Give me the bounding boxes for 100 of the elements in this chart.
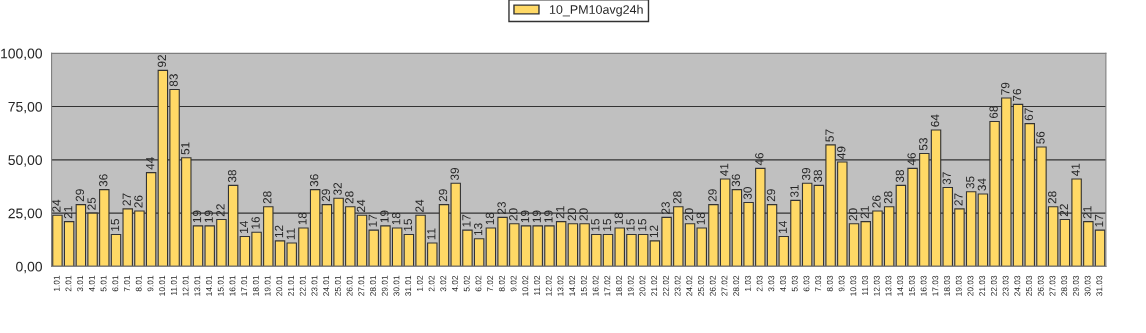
y-tick-label: 100,00 [1,48,42,61]
data-label: 21 [860,206,869,219]
data-label: 41 [1071,163,1080,176]
data-label: 23 [661,201,670,215]
x-tick-label: 30.03 [1084,275,1091,296]
x-tick-label: 11.02 [534,275,540,296]
data-label: 46 [907,152,916,166]
x-tick-label: 10.03 [850,275,857,296]
x-tick-label: 17.02 [604,275,611,296]
data-label: 20 [579,208,588,221]
x-tick-label: 12.01 [182,275,189,296]
data-label: 68 [989,106,998,119]
data-label: 20 [848,208,858,221]
y-tick-label: 25,00 [8,208,42,220]
x-tick-label: 17.01 [241,275,248,296]
y-tick-label: 0,00 [16,261,42,274]
x-tick-label: 13.03 [885,275,892,296]
x-tick-label: 20.01 [276,275,283,296]
x-tick-label: 24.02 [686,275,693,296]
data-label: 21 [555,206,565,219]
x-tick-label: 3.01 [77,275,84,292]
data-label: 41 [720,163,729,176]
x-tick-label: 16.03 [920,275,927,296]
legend-label: 10_PM10avg24h [549,4,643,17]
x-tick-label: 26.03 [1037,275,1044,296]
data-label: 79 [1001,82,1010,95]
data-label: 36 [309,174,319,187]
x-tick-label: 24.03 [1014,275,1021,296]
data-label: 28 [263,191,272,204]
x-tick-label: 12.03 [873,275,880,296]
data-label: 56 [1036,131,1045,144]
x-tick-label: 8.02 [498,275,505,292]
data-label: 20 [684,208,694,221]
data-label: 12 [649,225,658,238]
x-tick-label: 8.01 [135,275,142,292]
data-label: 20 [567,208,577,221]
data-label: 36 [731,174,741,187]
data-label: 25 [87,197,96,210]
data-label: 13 [473,223,483,236]
data-label: 34 [977,178,987,191]
x-tick-label: 2.03 [756,275,763,292]
data-label: 29 [438,189,448,202]
data-label: 11 [286,228,295,240]
data-label: 67 [1024,108,1033,121]
x-tick-label: 18.02 [616,275,622,296]
x-tick-label: 27.03 [1049,275,1056,296]
x-tick-label: 6.01 [112,275,119,292]
x-tick-label: 17.03 [932,275,939,296]
data-label: 24 [356,199,366,212]
data-label: 19 [380,210,389,223]
data-label: 19 [532,210,541,223]
x-tick-label: 31.01 [405,275,412,296]
x-tick-label: 3.02 [440,275,447,292]
data-label: 28 [673,191,682,204]
x-tick-label: 7.02 [487,275,494,292]
x-tick-label: 7.01 [124,275,130,292]
x-tick-label: 18.03 [944,275,950,296]
x-tick-label: 25.02 [698,275,704,296]
data-label: 22 [1059,204,1068,217]
data-label: 15 [602,219,612,231]
data-label: 92 [157,55,167,67]
x-tick-label: 6.03 [803,275,810,292]
data-label: 28 [345,191,354,204]
data-label: 51 [181,142,190,155]
x-tick-label: 2.01 [65,275,72,292]
data-label: 14 [239,221,248,233]
data-label: 64 [930,114,940,127]
data-label: 35 [965,176,975,189]
x-tick-label: 10.01 [159,275,166,296]
data-label: 32 [333,182,342,195]
data-label: 39 [450,167,459,181]
x-tick-label: 1.03 [744,275,751,292]
data-label: 53 [919,138,928,151]
data-label: 15 [638,219,647,231]
x-tick-label: 5.01 [100,275,107,292]
data-label: 22 [216,204,225,217]
data-label: 11 [427,228,436,240]
data-label: 17 [462,214,471,227]
data-label: 17 [1094,214,1104,227]
x-tick-label: 6.02 [475,275,482,292]
data-label: 39 [801,167,811,181]
x-tick-label: 11.03 [862,275,868,296]
data-label: 29 [321,189,331,202]
x-tick-label: 14.02 [569,275,576,296]
x-tick-label: 4.02 [452,275,458,292]
x-tick-label: 5.03 [791,275,798,292]
x-tick-label: 1.02 [416,275,423,292]
x-tick-label: 9.02 [510,275,517,292]
y-tick-label: 75,00 [8,101,42,114]
data-label: 15 [110,219,120,231]
data-label: 30 [743,187,752,200]
data-label: 46 [755,152,764,166]
x-tick-label: 16.02 [592,275,599,296]
x-tick-label: 20.03 [967,275,974,296]
data-label: 24 [415,199,424,212]
x-tick-label: 21.02 [651,275,658,296]
x-tick-label: 19.03 [955,275,962,296]
data-label: 19 [204,210,213,223]
x-tick-label: 2.02 [428,275,435,292]
data-label: 18 [614,212,623,225]
